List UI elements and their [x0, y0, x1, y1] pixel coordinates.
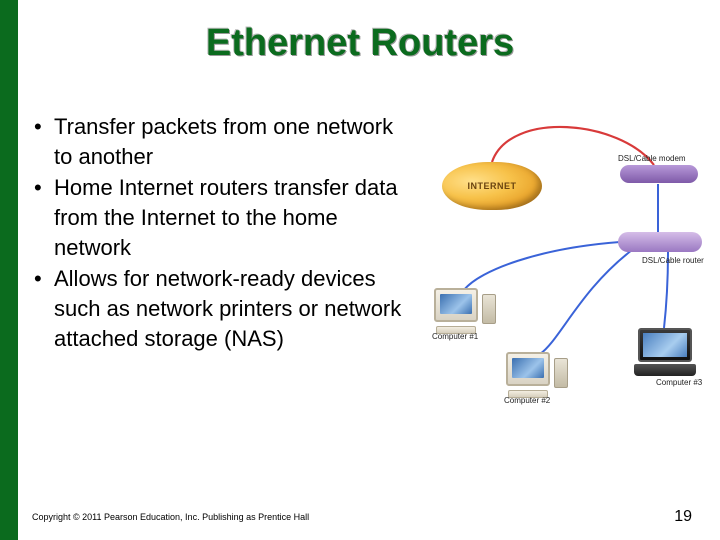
bullet-item: Home Internet routers transfer data from…	[32, 173, 412, 262]
cable-router-icon	[618, 232, 702, 252]
computer-1-icon	[434, 288, 478, 322]
page-title: Ethernet Routers	[0, 22, 720, 65]
modem-label: DSL/Cable modem	[618, 154, 686, 163]
bullet-item: Transfer packets from one network to ano…	[32, 112, 412, 171]
computer-2-label: Computer #2	[504, 396, 550, 405]
cable-modem-icon	[620, 165, 698, 183]
network-diagram: DSL/Cable modem DSL/Cable router Compute…	[420, 100, 710, 410]
computer-3-label: Computer #3	[656, 378, 702, 387]
computer-2-icon	[506, 352, 550, 386]
computer-3-icon	[634, 328, 696, 376]
copyright-text: Copyright © 2011 Pearson Education, Inc.…	[32, 512, 309, 522]
internet-cloud-icon	[442, 162, 542, 210]
bullet-item: Allows for network-ready devices such as…	[32, 264, 412, 353]
router-label: DSL/Cable router	[642, 256, 704, 265]
computer-1-label: Computer #1	[432, 332, 478, 341]
accent-left-bar	[0, 0, 18, 540]
page-number: 19	[674, 508, 692, 526]
bullet-content: Transfer packets from one network to ano…	[32, 112, 412, 356]
